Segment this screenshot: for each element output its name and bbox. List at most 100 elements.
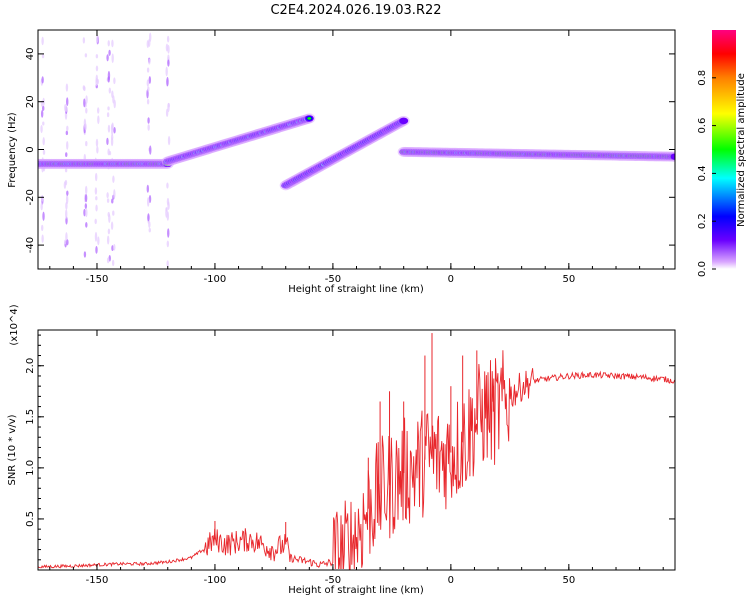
spectrogram-noise-streak [165,66,168,77]
spectrogram-noise-streak [84,203,88,209]
spectrogram-x-axis: -150 -100 -50 0 50 [49,30,664,285]
spectrogram-y-tick-label: -40 [25,237,36,253]
spectrogram-noise-streak [84,53,88,58]
spectrogram-noise-streak [166,260,169,268]
spectrogram-panel: -150 -100 -50 0 50 -40 -20 0 20 40 Height of str… [7,29,676,295]
spectrogram-noise-streak [96,146,99,154]
spectrogram-noise-streak [147,117,150,124]
spectrogram-noise-streak [94,187,98,195]
snr-x-tick-label: -50 [325,575,341,586]
spectrogram-noise-streak [148,221,151,228]
snr-y-multiplier: (x10^4) [9,304,20,345]
spectrogram-x-tick-label: 50 [562,274,575,285]
spectrogram-noise-streak [166,76,169,87]
chart-title: C2E4.2024.026.19.03.R22 [270,3,441,18]
spectrogram-y-tick-label: 20 [25,95,36,108]
snr-y-label: SNR (10 * v/v) [7,414,18,485]
spectrogram-noise-streak [65,130,69,136]
spectrogram-noise-streak [40,195,44,202]
spectrogram-noise-streak [83,251,87,258]
spectrogram-noise-streak [166,197,170,206]
spectrogram-noise-streak [94,218,97,225]
spectrogram-noise-streak [41,36,44,46]
spectrogram-noise-streak [83,208,86,217]
spectrogram-x-label: Height of straight line (km) [288,284,424,295]
spectrogram-noise-streak [40,110,44,118]
spectrogram-noise-streak [148,38,151,47]
spectrogram-x-tick-label: -100 [204,274,227,285]
spectrogram-noise-streak [64,239,67,245]
spectrogram-noise-streak [111,259,115,267]
spectrogram-noise-streak [146,184,150,193]
spectrogram-noise-streak [85,221,88,228]
spectrogram-noise-streak [107,40,110,47]
snr-y-tick-label: 0.5 [25,511,36,527]
spectrogram-noise-streak [85,95,88,104]
spectrogram-noise-streak [66,239,69,246]
spectrogram-noise-streak [106,137,109,146]
spectrogram-noise-streak [65,209,68,219]
spectrogram-noise-streak [167,135,171,146]
spectrogram-noise-streak [146,98,150,105]
spectrogram-noise-streak [146,197,150,207]
spectrogram-noise-streak [110,134,114,141]
spectrogram-noise-streak [147,213,150,222]
spectrogram-noise-streak [111,245,114,252]
spectrogram-noise-streak [83,98,86,108]
spectrogram-noise-streak [65,194,69,205]
colorbar-label: Normalized spectral amplitude [736,73,747,227]
spectrogram-noise-streak [41,76,44,84]
spectrogram-noise-streak [107,228,111,235]
spectrogram-noise-streak [146,79,150,87]
spectrogram-noise-streak [111,198,114,204]
snr-y-axis: 0.5 1.0 1.5 2.0 [25,334,675,561]
spectrogram-noise-streak [65,152,68,158]
spectrogram-noise-streak [148,195,152,204]
spectrogram-noise-streak [166,35,170,43]
colorbar-tick-label: 0.2 [697,213,708,229]
spectrogram-noise-streak [166,240,170,248]
spectrogram-noise-streak [108,87,112,94]
spectrogram-noise-streak [165,207,168,218]
spectrogram-noise-streak [95,204,98,212]
spectrogram-noise-streak [113,126,116,134]
spectrogram-noise-streak [42,211,45,221]
spectrogram-y-tick-label: 0 [25,146,36,152]
spectrogram-noise-streak [107,124,111,133]
spectrogram-noise-streak [84,123,87,131]
spectrogram-noise-streak [113,77,116,85]
snr-series-line [38,350,675,570]
spectrogram-noise-streak [112,175,115,183]
spectrogram-y-label: Frequency (Hz) [7,112,18,188]
spectrogram-noise-streak [107,211,110,218]
spectrogram-noise-streak [111,122,114,131]
spectrogram-noise-streak [106,198,110,203]
spectrogram-cell [670,153,675,160]
spectrogram-noise-streak [166,182,169,189]
spectrogram-noise-streak [84,185,88,195]
spectrogram-noise-streak [65,232,68,242]
spectrogram-noise-streak [41,54,45,59]
spectrogram-noise-streak [148,76,152,84]
spectrogram-noise-streak [167,102,170,113]
spectrogram-y-tick-label: -20 [25,189,36,205]
spectrogram-noise-streak [64,106,68,112]
spectrogram-noise-streak [94,231,98,242]
spectrogram-noise-streak [95,78,98,87]
spectrogram-peak [307,117,312,120]
spectrogram-noise-streak [65,201,68,210]
spectrogram-x-tick-label: -50 [325,274,341,285]
colorbar: 0.0 0.2 0.4 0.6 0.8 Normalized spectral ampl… [697,30,747,277]
spectrogram-noise-streak [95,245,98,254]
spectrogram-noise-streak [147,124,150,131]
spectrogram-noise-streak [85,141,88,147]
spectrogram-noise-streak [41,234,44,243]
spectrogram-noise-streak [148,58,151,65]
spectrogram-noise-streak [113,99,116,109]
spectrogram-noise-streak [106,192,109,199]
spectrogram-noise-streak [42,149,46,155]
spectrogram-noise-streak [94,172,98,182]
spectrogram-noise-streak [96,107,100,114]
spectrogram-noise-streak [148,227,151,233]
